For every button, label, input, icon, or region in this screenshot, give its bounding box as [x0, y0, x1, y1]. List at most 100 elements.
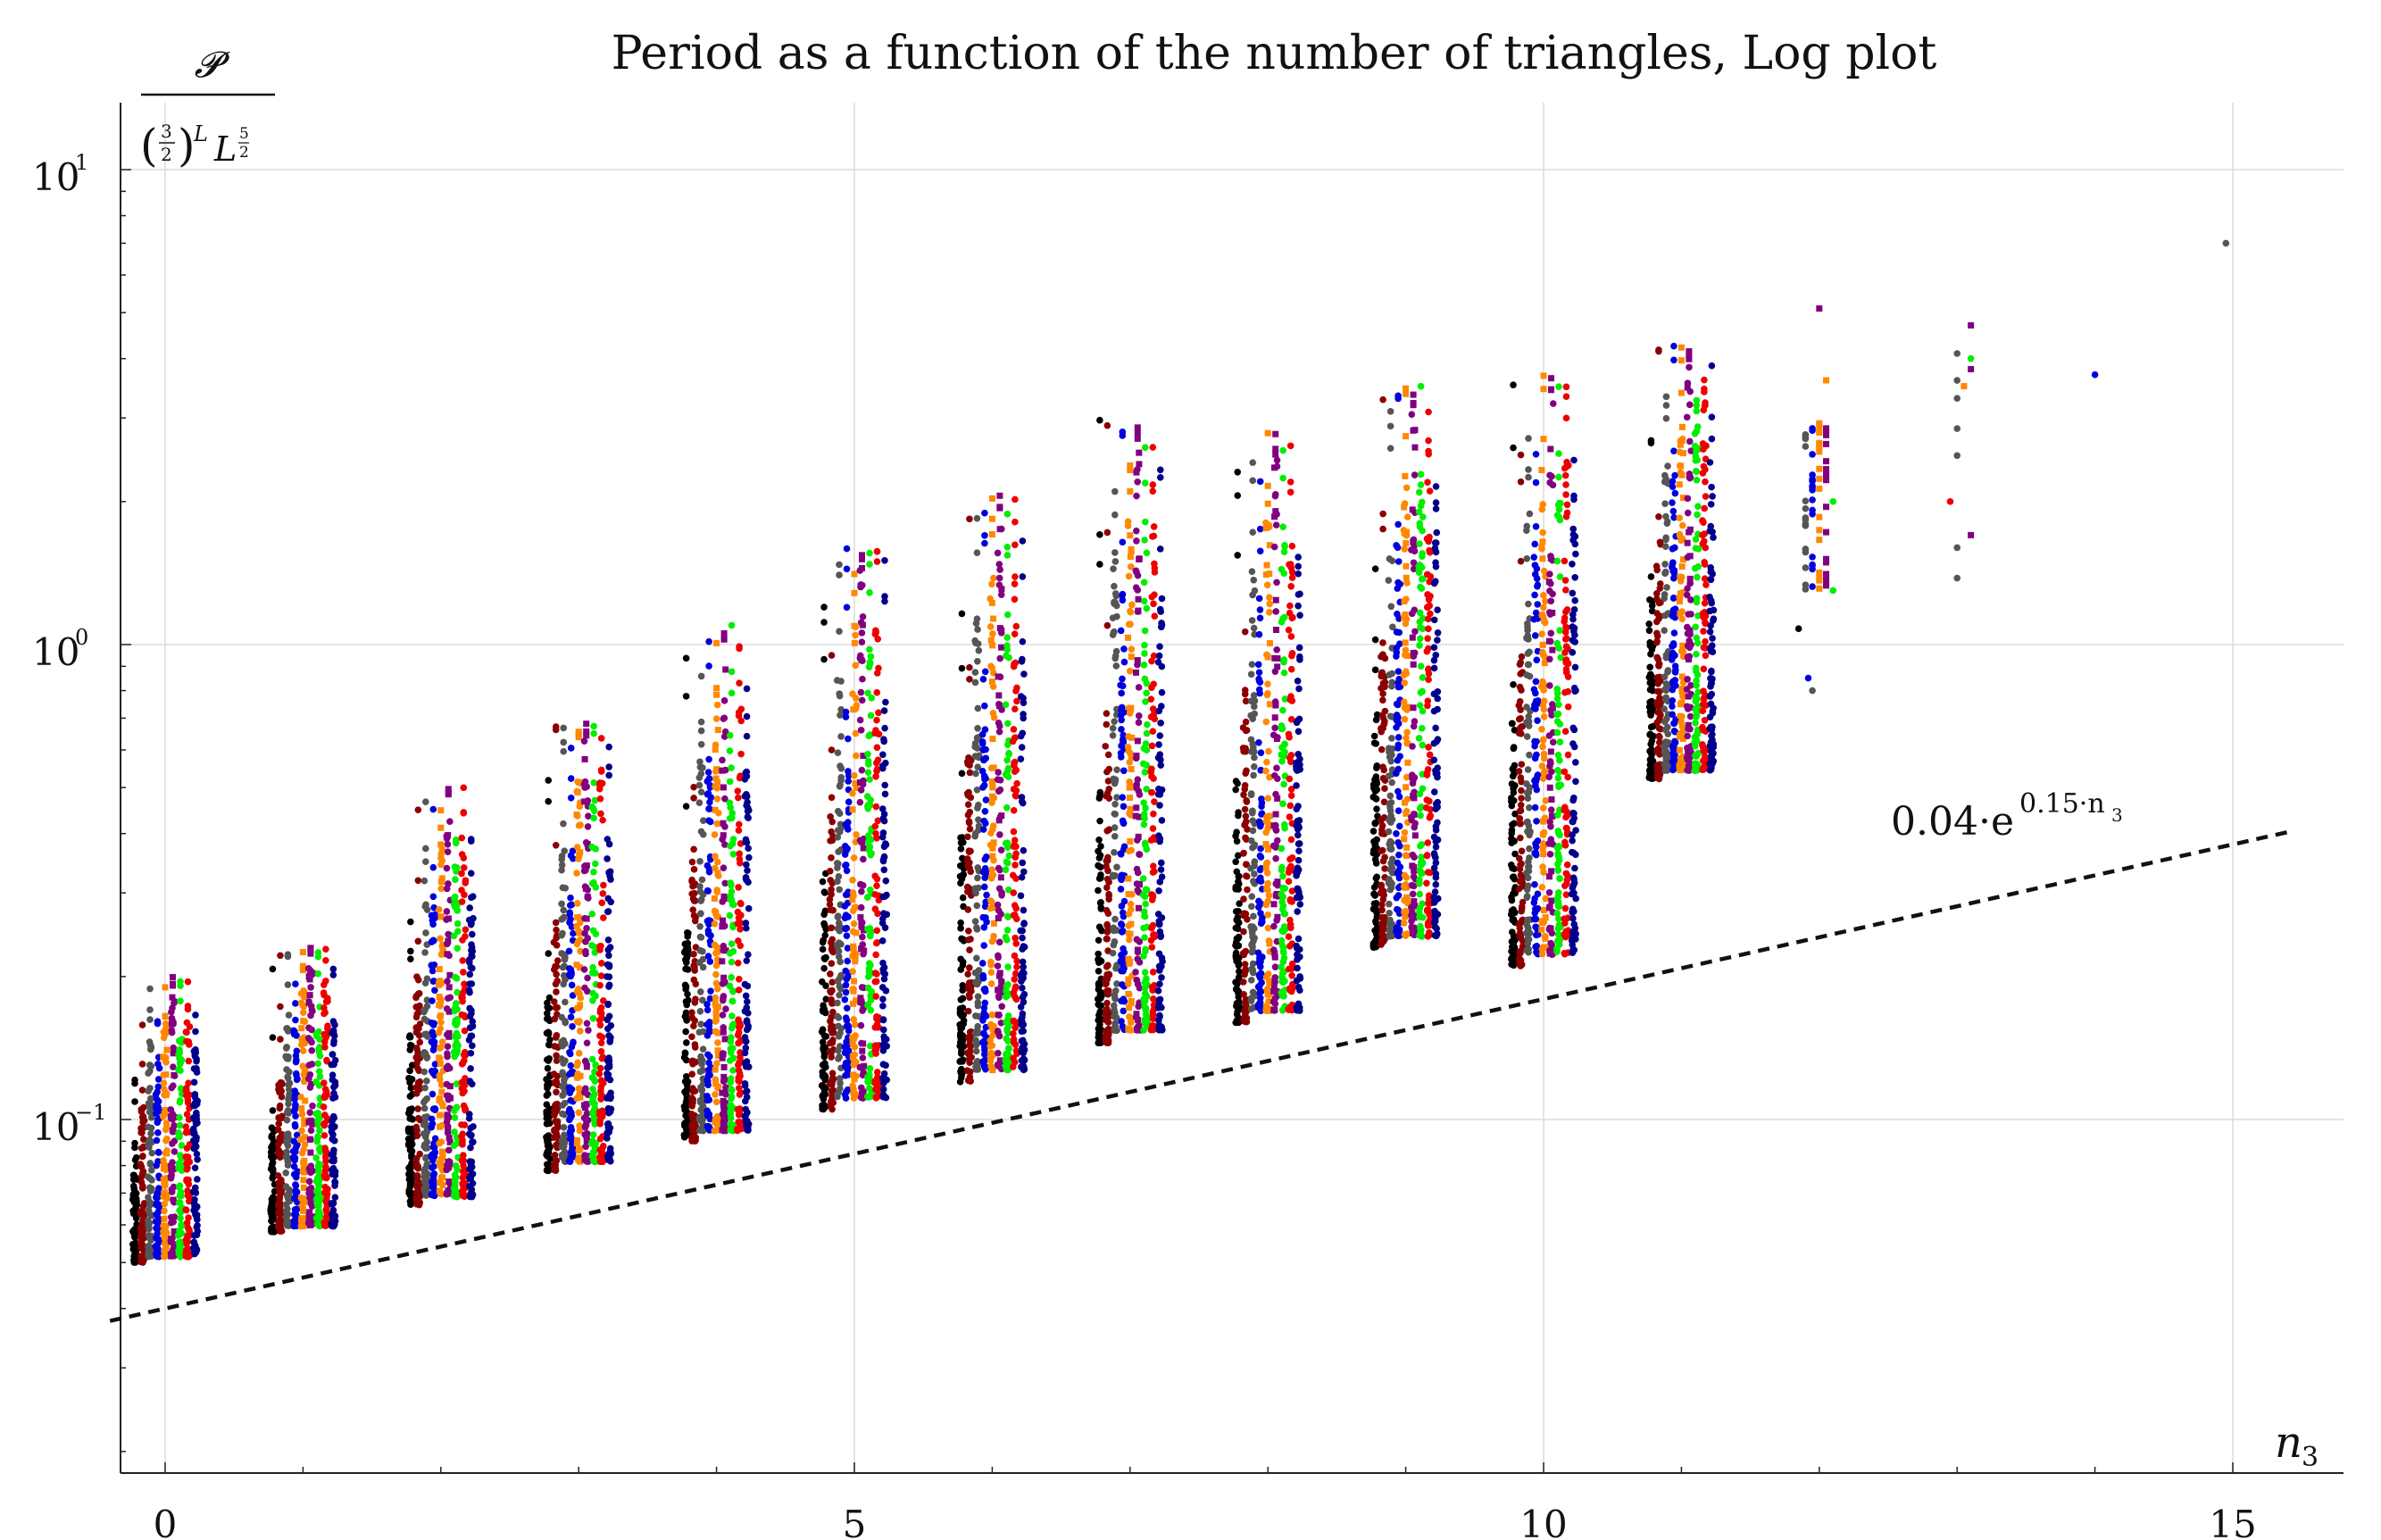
- data-point: [1020, 906, 1028, 914]
- data-point: [712, 715, 720, 722]
- data-point: [560, 906, 568, 914]
- data-point: [696, 887, 704, 895]
- data-point: [132, 1239, 139, 1247]
- data-point: [1111, 832, 1119, 840]
- data-point: [284, 953, 292, 961]
- data-point: [305, 1178, 313, 1186]
- data-point: [562, 884, 570, 892]
- data-point: [1011, 976, 1019, 983]
- data-point: [852, 662, 860, 670]
- data-point: [881, 790, 889, 798]
- data-point: [591, 1090, 598, 1098]
- data-point: [1127, 532, 1134, 539]
- data-point: [956, 1005, 964, 1012]
- data-point: [129, 1182, 137, 1190]
- data-point: [1012, 1041, 1020, 1048]
- data-point: [167, 1174, 175, 1182]
- data-point: [979, 784, 987, 791]
- data-point: [987, 1042, 994, 1050]
- data-point: [995, 1032, 1003, 1040]
- data-point: [978, 1038, 987, 1046]
- data-point: [437, 1138, 445, 1145]
- data-point: [268, 1144, 275, 1152]
- data-point: [978, 730, 987, 738]
- data-point: [1117, 850, 1125, 857]
- data-point: [729, 987, 737, 995]
- data-point: [742, 1097, 749, 1105]
- data-point: [966, 663, 973, 671]
- data-point: [819, 945, 827, 953]
- data-point: [168, 1028, 176, 1036]
- data-point: [1011, 902, 1019, 909]
- data-point: [284, 1195, 292, 1203]
- data-point: [1019, 1010, 1027, 1018]
- data-point: [437, 1012, 445, 1020]
- data-point: [604, 936, 612, 944]
- data-point: [567, 852, 575, 860]
- data-point: [582, 947, 589, 955]
- data-point: [1111, 824, 1119, 831]
- data-point: [422, 929, 429, 936]
- data-point: [837, 733, 845, 740]
- data-point: [422, 858, 429, 865]
- data-point: [998, 889, 1005, 896]
- data-point: [566, 909, 574, 916]
- data-point: [269, 1107, 277, 1114]
- data-point: [866, 589, 873, 596]
- data-point: [1125, 634, 1132, 641]
- data-point: [278, 1176, 285, 1184]
- data-point: [956, 1058, 963, 1065]
- data-point: [878, 937, 887, 945]
- data-point: [558, 1151, 566, 1159]
- data-point: [277, 1228, 284, 1236]
- data-point: [728, 764, 735, 771]
- data-point: [330, 1146, 337, 1154]
- data-point: [437, 1019, 445, 1026]
- data-point: [469, 1018, 477, 1026]
- data-point: [856, 716, 864, 724]
- data-point: [321, 1132, 329, 1139]
- data-point: [834, 807, 842, 815]
- data-point: [965, 753, 972, 762]
- data-point: [690, 795, 697, 802]
- data-point: [598, 1078, 606, 1086]
- data-point: [185, 1057, 193, 1065]
- data-point: [719, 923, 726, 930]
- data-point: [956, 1029, 964, 1037]
- data-point: [145, 1141, 152, 1149]
- data-point: [995, 769, 1002, 776]
- data-point: [873, 1021, 881, 1028]
- data-point: [720, 1117, 728, 1124]
- data-point: [581, 784, 588, 791]
- data-point: [1125, 875, 1132, 882]
- data-point: [827, 906, 834, 913]
- data-point: [866, 561, 873, 568]
- data-point: [882, 877, 890, 885]
- data-point: [445, 1095, 453, 1103]
- data-point: [713, 820, 721, 828]
- data-point: [1111, 558, 1120, 565]
- data-point: [445, 1146, 453, 1154]
- data-point: [858, 696, 866, 704]
- data-point: [175, 1230, 183, 1238]
- data-point: [605, 763, 612, 770]
- data-point: [597, 1039, 605, 1046]
- data-point: [313, 1194, 321, 1201]
- data-point: [408, 1179, 415, 1187]
- data-point: [421, 1050, 429, 1057]
- data-point: [703, 1111, 712, 1119]
- data-point: [605, 1109, 612, 1117]
- data-point: [1004, 764, 1012, 772]
- data-point: [552, 842, 560, 849]
- data-point: [1117, 627, 1125, 635]
- data-point: [544, 1064, 552, 1072]
- data-point: [139, 1233, 146, 1240]
- data-point: [1018, 798, 1026, 805]
- data-point: [406, 1146, 414, 1154]
- data-point: [307, 1080, 315, 1088]
- data-point: [712, 864, 719, 872]
- data-point: [161, 1086, 168, 1094]
- data-point: [682, 965, 689, 973]
- data-point: [581, 1102, 588, 1109]
- data-point: [828, 1087, 836, 1095]
